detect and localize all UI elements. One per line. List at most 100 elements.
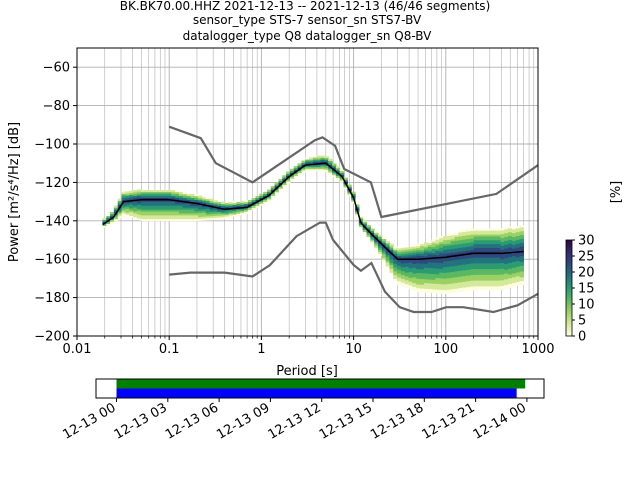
psd-cell xyxy=(228,201,234,205)
psd-cell xyxy=(400,261,406,264)
psd-cell xyxy=(508,245,513,248)
psd-cell xyxy=(466,271,471,274)
psd-cell xyxy=(515,247,521,250)
psd-cell xyxy=(213,204,218,207)
x-tick-label: 0.01 xyxy=(63,342,92,357)
psd-cell xyxy=(163,192,169,195)
psd-cell xyxy=(113,207,119,210)
psd-cell xyxy=(416,266,421,270)
psd-cell xyxy=(404,278,410,281)
psd-cell xyxy=(504,280,509,284)
psd-cell xyxy=(289,170,295,173)
psd-cell xyxy=(519,232,525,236)
psd-cell xyxy=(485,263,490,266)
psd-cell xyxy=(198,214,203,218)
psd-cell xyxy=(504,267,509,270)
psd-cell xyxy=(404,266,410,269)
psd-cell xyxy=(163,190,169,193)
psd-cell xyxy=(477,274,482,277)
psd-cell xyxy=(351,201,356,204)
psd-cell xyxy=(485,240,490,243)
psd-cell xyxy=(159,195,165,199)
psd-cell xyxy=(477,232,482,235)
psd-cell xyxy=(416,272,421,275)
psd-cell xyxy=(462,270,467,273)
psd-cell xyxy=(381,252,387,255)
psd-cell xyxy=(412,250,417,253)
psd-cell xyxy=(519,255,525,259)
psd-cell xyxy=(224,212,230,215)
psd-cell xyxy=(159,213,165,216)
psd-cell xyxy=(259,203,264,206)
psd-cell xyxy=(496,286,502,289)
psd-cell xyxy=(485,280,490,283)
psd-cell xyxy=(217,217,222,220)
psd-cell xyxy=(282,181,287,184)
psd-cell xyxy=(182,197,188,200)
psd-cell xyxy=(462,233,467,236)
psd-cell xyxy=(504,229,509,232)
psd-cell xyxy=(144,192,149,195)
psd-cell xyxy=(247,201,253,205)
psd-cell xyxy=(504,277,509,280)
psd-cell xyxy=(458,276,463,279)
psd-cell xyxy=(316,165,322,168)
psd-cell xyxy=(446,247,452,250)
psd-cell xyxy=(117,214,123,217)
psd-cell xyxy=(446,249,452,252)
psd-cell xyxy=(236,213,241,216)
psd-cell xyxy=(381,257,387,261)
psd-cell xyxy=(228,211,234,214)
psd-cell xyxy=(469,269,475,272)
psd-cell xyxy=(408,271,414,275)
psd-cell xyxy=(266,195,272,198)
psd-cell xyxy=(102,217,107,221)
psd-cell xyxy=(286,171,291,174)
psd-cell xyxy=(481,270,486,273)
psd-cell xyxy=(515,254,521,258)
psd-cell xyxy=(427,281,433,284)
psd-cell xyxy=(155,205,161,208)
psd-cell xyxy=(377,238,383,241)
psd-cell xyxy=(488,255,494,258)
psd-cell xyxy=(500,270,505,273)
psd-cell xyxy=(473,257,479,260)
psd-cell xyxy=(492,238,498,241)
psd-cell xyxy=(209,215,214,219)
psd-cell xyxy=(320,165,325,168)
psd-cell xyxy=(244,207,249,210)
psd-cell xyxy=(293,171,299,175)
psd-cell xyxy=(133,197,138,200)
psd-cell xyxy=(381,255,387,259)
psd-cell xyxy=(182,201,188,204)
psd-cell xyxy=(485,234,490,237)
psd-cell xyxy=(515,228,521,231)
psd-cell xyxy=(511,248,517,251)
psd-cell xyxy=(492,240,498,243)
psd-cell xyxy=(469,234,475,237)
psd-cell xyxy=(439,253,444,256)
psd-cell xyxy=(228,215,234,218)
psd-cell xyxy=(136,214,142,217)
psd-cell xyxy=(519,248,525,251)
psd-cell xyxy=(488,266,494,270)
psd-cell xyxy=(408,262,414,265)
psd-cell xyxy=(473,238,479,241)
psd-cell xyxy=(155,215,161,218)
psd-cell xyxy=(481,236,486,239)
psd-cell xyxy=(454,255,459,258)
psd-cell xyxy=(519,225,525,228)
psd-cell xyxy=(404,256,410,260)
psd-cell xyxy=(155,216,161,220)
psd-cell xyxy=(488,251,494,254)
psd-cell xyxy=(488,247,494,250)
psd-cell xyxy=(266,191,272,194)
psd-cell xyxy=(496,247,502,250)
psd-cell xyxy=(397,261,402,264)
psd-cell xyxy=(289,174,295,177)
psd-cell xyxy=(370,232,375,235)
psd-cell xyxy=(332,171,337,174)
psd-cell xyxy=(186,218,192,222)
